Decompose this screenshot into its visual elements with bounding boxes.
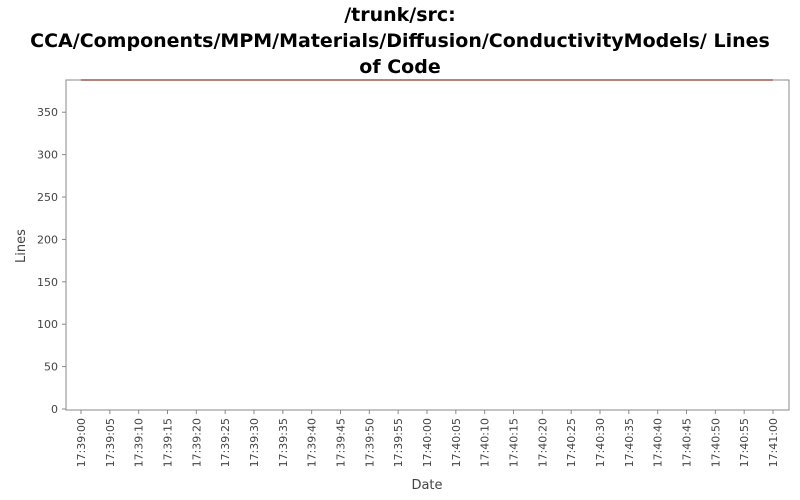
y-tick-label: 350 bbox=[37, 106, 58, 119]
x-tick-label: 17:40:45 bbox=[681, 418, 694, 467]
plot-area bbox=[65, 79, 790, 411]
x-tick-label: 17:40:00 bbox=[421, 418, 434, 467]
x-tick-label: 17:40:50 bbox=[709, 418, 722, 467]
x-tick-label: 17:40:55 bbox=[738, 418, 751, 467]
y-tick-label: 50 bbox=[44, 361, 58, 374]
x-tick-label: 17:39:20 bbox=[190, 418, 203, 467]
y-tick-label: 200 bbox=[37, 233, 58, 246]
y-tick-label: 150 bbox=[37, 276, 58, 289]
y-tick-label: 100 bbox=[37, 318, 58, 331]
x-tick-label: 17:40:35 bbox=[623, 418, 636, 467]
x-tick-label: 17:40:25 bbox=[565, 418, 578, 467]
x-tick-label: 17:39:45 bbox=[335, 418, 348, 467]
x-tick-label: 17:40:15 bbox=[508, 418, 521, 467]
x-tick-label: 17:39:25 bbox=[219, 418, 232, 467]
y-tick-label: 300 bbox=[37, 149, 58, 162]
chart-title-line-1: /trunk/src: bbox=[344, 4, 456, 26]
x-tick-label: 17:39:00 bbox=[75, 418, 88, 467]
chart-title: /trunk/src: CCA/Components/MPM/Materials… bbox=[0, 2, 800, 80]
x-tick-label: 17:40:05 bbox=[450, 418, 463, 467]
x-tick-label: 17:41:00 bbox=[767, 418, 780, 467]
x-axis-label: Date bbox=[411, 478, 442, 493]
x-tick-label: 17:39:30 bbox=[248, 418, 261, 467]
x-tick-label: 17:39:15 bbox=[162, 418, 175, 467]
x-tick-label: 17:40:30 bbox=[594, 418, 607, 467]
x-tick-label: 17:39:05 bbox=[104, 418, 117, 467]
chart-title-line-2: CCA/Components/MPM/Materials/Diffusion/C… bbox=[30, 30, 770, 52]
x-tick-label: 17:39:50 bbox=[363, 418, 376, 467]
x-tick-label: 17:39:10 bbox=[133, 418, 146, 467]
x-tick-label: 17:39:35 bbox=[277, 418, 290, 467]
y-axis: 0 50 100 150 200 250 300 350 bbox=[37, 106, 66, 416]
x-tick-label: 17:40:20 bbox=[536, 418, 549, 467]
x-axis: 17:39:00 17:39:05 17:39:10 17:39:15 17:39:20… bbox=[75, 410, 780, 467]
y-axis-label: Lines bbox=[14, 229, 29, 263]
y-tick-label: 250 bbox=[37, 191, 58, 204]
x-tick-label: 17:40:10 bbox=[479, 418, 492, 467]
x-tick-label: 17:39:55 bbox=[392, 418, 405, 467]
y-tick-label: 0 bbox=[51, 403, 58, 416]
x-tick-label: 17:40:40 bbox=[652, 418, 665, 467]
x-tick-label: 17:39:40 bbox=[306, 418, 319, 467]
chart-title-line-3: of Code bbox=[359, 56, 441, 78]
